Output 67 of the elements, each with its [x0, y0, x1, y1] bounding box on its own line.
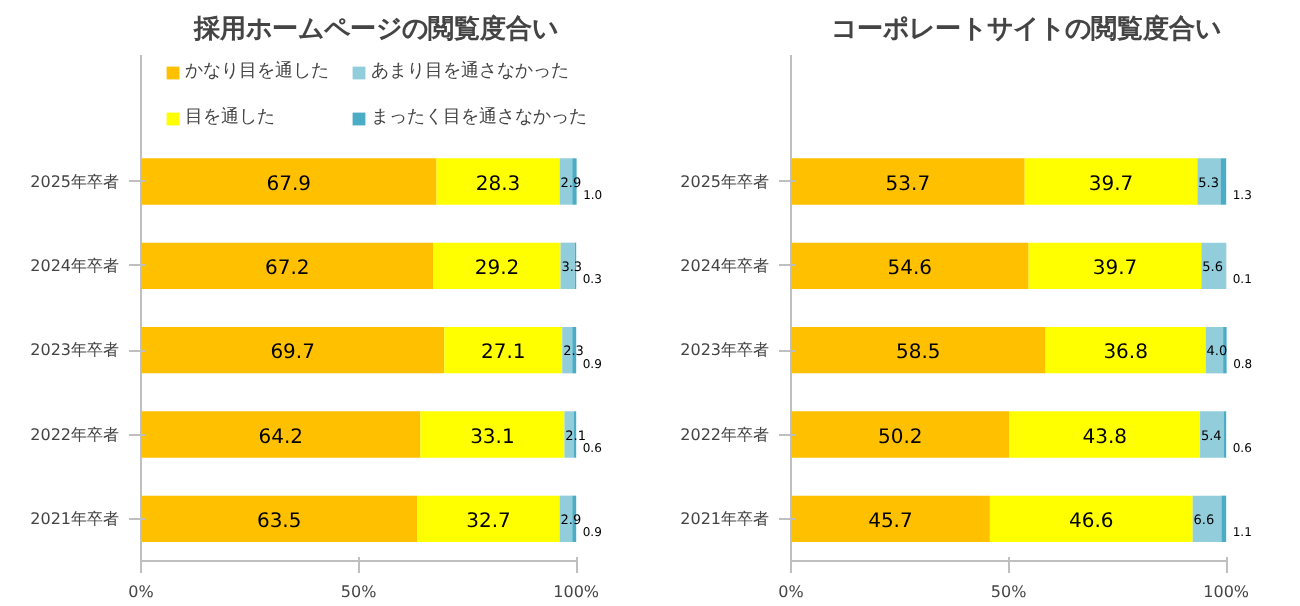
bar: [1201, 242, 1226, 290]
bar: [1045, 326, 1206, 374]
y-tick-label: 2022年卒者: [30, 425, 119, 444]
data-label: 54.6: [887, 257, 933, 280]
bar: [791, 495, 990, 543]
legend-label: 目を通した: [185, 105, 275, 130]
data-label: 45.7: [868, 510, 913, 533]
bar: [1197, 158, 1221, 205]
bar: [1200, 411, 1224, 458]
y-tick-label: 2021年卒者: [30, 509, 119, 528]
data-label: 46.6: [1069, 510, 1114, 533]
bar: [1009, 411, 1201, 458]
bar: [141, 158, 437, 205]
bar: [141, 495, 418, 543]
chart-title: 採用ホームページの閲覧度合い: [192, 13, 558, 45]
data-label: 43.8: [1082, 426, 1128, 449]
x-tick-label: 100%: [1203, 583, 1250, 601]
bar: [791, 326, 1046, 374]
bar: [1028, 242, 1202, 290]
y-tick-label: 2021年卒者: [680, 509, 769, 528]
bar: [141, 242, 434, 290]
y-tick-label: 2024年卒者: [680, 256, 769, 275]
data-label: 33.1: [470, 426, 515, 449]
data-label: 53.7: [885, 173, 931, 196]
bar: [420, 411, 565, 458]
y-tick-label: 2024年卒者: [30, 256, 119, 275]
data-label: 69.7: [270, 342, 315, 365]
bar: [444, 326, 563, 374]
y-tick-label: 2025年卒者: [30, 172, 119, 191]
bar: [791, 411, 1010, 458]
data-label: 36.8: [1103, 342, 1148, 365]
bar: [791, 158, 1025, 205]
x-tick-label: 0%: [778, 583, 805, 601]
data-label: 39.7: [1088, 173, 1134, 196]
data-label: 39.7: [1092, 257, 1138, 280]
x-tick-label: 50%: [990, 583, 1028, 601]
legend-label: まったく目を通さなかった: [371, 105, 587, 130]
y-tick-label: 2023年卒者: [30, 341, 119, 360]
data-label: 63.5: [256, 510, 302, 533]
x-tick-label: 50%: [340, 583, 378, 601]
x-tick-label: 100%: [553, 583, 600, 601]
data-label: 58.5: [896, 342, 941, 365]
bar: [1221, 495, 1227, 543]
chart-title: コーポレートサイトの閲覧度合い: [831, 13, 1221, 45]
bar: [141, 411, 421, 458]
bar: [141, 326, 445, 374]
legend-label: あまり目を通さなかった: [371, 59, 569, 84]
y-tick-label: 2025年卒者: [680, 172, 769, 191]
data-label: 67.9: [266, 173, 312, 196]
data-label: 67.2: [264, 257, 310, 280]
y-tick-label: 2022年卒者: [680, 425, 769, 444]
bar: [436, 158, 560, 205]
data-label: 27.1: [481, 342, 526, 365]
x-tick-label: 0%: [128, 583, 155, 601]
bar: [989, 495, 1193, 543]
bar: [417, 495, 560, 543]
bar: [791, 242, 1029, 290]
y-tick-label: 2023年卒者: [680, 341, 769, 360]
data-label: 64.2: [258, 426, 303, 449]
bar: [1220, 158, 1227, 205]
data-label: 32.7: [466, 510, 511, 533]
data-label: 28.3: [475, 173, 521, 196]
data-label: 50.2: [877, 426, 923, 449]
data-label: 29.2: [474, 257, 520, 280]
legend-label: かなり目を通した: [185, 59, 329, 84]
bar: [433, 242, 561, 290]
bar: [1024, 158, 1198, 205]
